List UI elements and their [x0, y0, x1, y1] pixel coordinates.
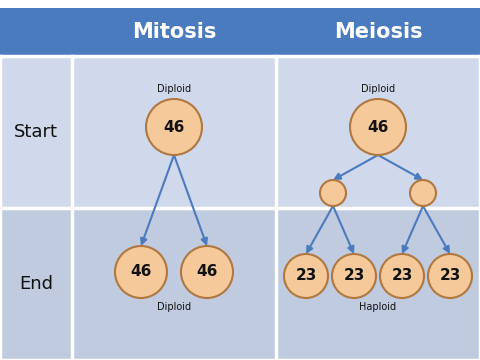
- Circle shape: [146, 99, 202, 155]
- Text: 46: 46: [130, 265, 152, 279]
- Text: Diploid: Diploid: [157, 84, 191, 94]
- Circle shape: [428, 254, 472, 298]
- Circle shape: [410, 180, 436, 206]
- Bar: [276, 56, 480, 208]
- Text: Start: Start: [14, 123, 58, 141]
- Text: 46: 46: [367, 120, 389, 135]
- Text: 23: 23: [439, 269, 461, 284]
- Text: Mitosis: Mitosis: [132, 22, 216, 42]
- Circle shape: [181, 246, 233, 298]
- Circle shape: [284, 254, 328, 298]
- Bar: [72, 208, 276, 360]
- Circle shape: [332, 254, 376, 298]
- Bar: [0, 8, 480, 56]
- Text: 23: 23: [295, 269, 317, 284]
- Bar: [276, 208, 480, 360]
- Text: Diploid: Diploid: [157, 302, 191, 312]
- Text: 23: 23: [391, 269, 413, 284]
- Bar: [0, 208, 72, 360]
- Text: End: End: [19, 275, 53, 293]
- Text: Haploid: Haploid: [360, 302, 396, 312]
- Circle shape: [320, 180, 346, 206]
- Text: 23: 23: [343, 269, 365, 284]
- Text: 46: 46: [196, 265, 218, 279]
- Text: Diploid: Diploid: [361, 84, 395, 94]
- Circle shape: [115, 246, 167, 298]
- Bar: [72, 56, 276, 208]
- Circle shape: [350, 99, 406, 155]
- Text: Meiosis: Meiosis: [334, 22, 422, 42]
- Bar: [0, 56, 72, 208]
- Text: 46: 46: [163, 120, 185, 135]
- Circle shape: [380, 254, 424, 298]
